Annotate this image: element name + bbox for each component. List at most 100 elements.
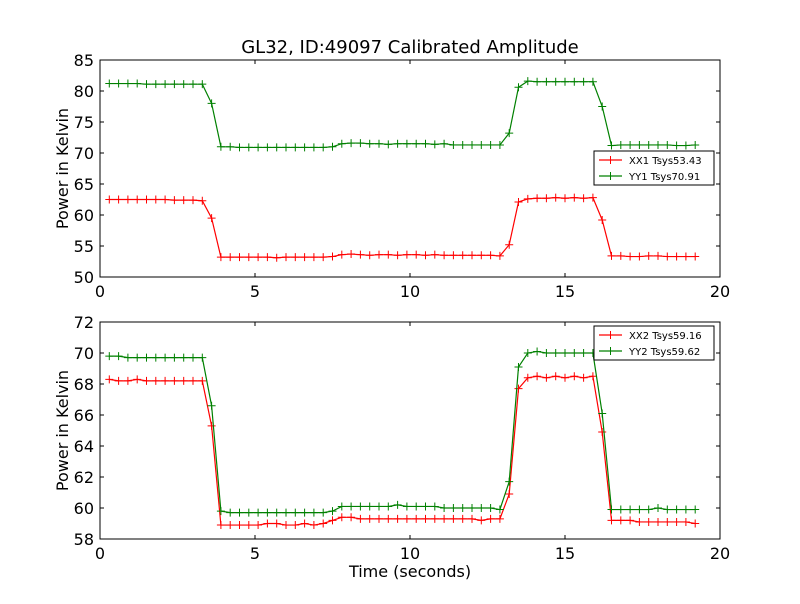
chart-panel-1: 0 5 10 15 20 50 55 60 65 70 75 80 85 Power in Kelvin X…: [53, 51, 730, 301]
data-point: [663, 252, 672, 261]
data-point: [226, 253, 235, 262]
data-point: [681, 505, 690, 514]
y-tick-label: 65: [74, 175, 94, 194]
data-point: [179, 353, 188, 362]
data-point: [616, 251, 625, 260]
y-tick-label: 50: [74, 268, 94, 287]
data-point: [458, 514, 467, 523]
legend-1: XX1 Tsys53.43 YY1 Tsys70.91: [593, 150, 715, 186]
data-point: [468, 504, 476, 512]
legend-2: XX2 Tsys59.16 YY2 Tsys59.62: [593, 325, 715, 361]
data-point: [533, 194, 542, 203]
legend-box: [593, 150, 715, 186]
data-point: [272, 519, 281, 528]
data-point: [505, 129, 514, 138]
data-point: [495, 140, 504, 149]
data-point: [542, 349, 551, 357]
data-point: [561, 77, 569, 86]
data-point: [151, 80, 160, 89]
data-point: [356, 514, 365, 523]
legend-box: [593, 325, 715, 361]
data-point: [570, 77, 579, 86]
data-point: [495, 514, 504, 523]
data-point: [319, 253, 328, 262]
y-tick-label: 64: [74, 437, 94, 456]
data-point: [179, 376, 188, 385]
data-point: [616, 505, 625, 514]
data-point: [142, 80, 151, 89]
data-point: [598, 215, 607, 224]
data-point: [263, 508, 272, 517]
data-point: [300, 253, 309, 262]
data-point: [347, 250, 356, 259]
data-point: [681, 141, 690, 150]
data-point: [161, 353, 170, 362]
data-point: [235, 508, 244, 517]
data-point: [672, 141, 681, 150]
data-point: [579, 373, 588, 382]
legend-marker: [606, 347, 615, 355]
y-tick-label: 55: [74, 237, 94, 256]
x-tick-label: 10: [400, 544, 420, 563]
data-point: [328, 516, 337, 525]
data-point: [654, 517, 662, 526]
series-line-2: [109, 80, 696, 149]
data-point: [309, 521, 318, 530]
y-tick-label: 60: [74, 206, 94, 225]
data-point: [207, 99, 216, 108]
data-point: [402, 250, 411, 259]
x-tick-label: 0: [95, 544, 105, 563]
data-point: [375, 139, 383, 148]
data-point: [533, 77, 542, 86]
y-tick-label: 70: [74, 344, 94, 363]
y-tick-label: 80: [74, 82, 94, 101]
data-point: [170, 353, 179, 362]
data-point: [393, 514, 402, 523]
data-point: [495, 251, 504, 260]
plot-area-2: [105, 347, 700, 530]
legend-label: XX1 Tsys53.43: [629, 156, 702, 167]
series-line-1: [109, 197, 696, 259]
data-point: [393, 251, 402, 260]
data-point: [588, 77, 597, 86]
data-point: [486, 514, 495, 523]
legend-label: XX2 Tsys59.16: [629, 331, 702, 342]
y-tick-label: 72: [74, 313, 94, 332]
data-point: [505, 240, 514, 249]
data-point: [551, 193, 560, 202]
data-point: [263, 253, 272, 262]
data-point: [495, 505, 504, 514]
data-point: [449, 514, 458, 523]
y-tick-label: 66: [74, 406, 94, 425]
data-point: [319, 519, 328, 528]
data-point: [663, 140, 672, 149]
data-point: [458, 140, 467, 149]
data-point: [616, 140, 625, 149]
data-point: [505, 477, 514, 486]
data-point: [570, 193, 579, 202]
data-point: [244, 253, 253, 262]
data-point: [607, 505, 616, 514]
data-point: [226, 142, 235, 151]
data-point: [319, 508, 328, 517]
data-point: [654, 504, 662, 512]
y-tick-label: 70: [74, 144, 94, 163]
data-point: [309, 253, 318, 262]
data-point: [133, 79, 142, 88]
data-point: [375, 502, 383, 511]
data-point: [542, 373, 551, 382]
data-point: [226, 521, 235, 530]
data-point: [691, 252, 700, 261]
data-point: [654, 140, 662, 149]
data-point: [505, 490, 514, 499]
data-point: [486, 251, 495, 260]
data-point: [598, 409, 607, 418]
legend-marker: [606, 172, 615, 180]
data-point: [282, 143, 290, 152]
data-point: [244, 508, 253, 517]
chart-title: GL32, ID:49097 Calibrated Amplitude: [241, 37, 579, 58]
x-tick-label: 20: [710, 544, 730, 563]
data-point: [337, 250, 346, 259]
data-point: [607, 251, 616, 260]
data-point: [514, 362, 523, 371]
